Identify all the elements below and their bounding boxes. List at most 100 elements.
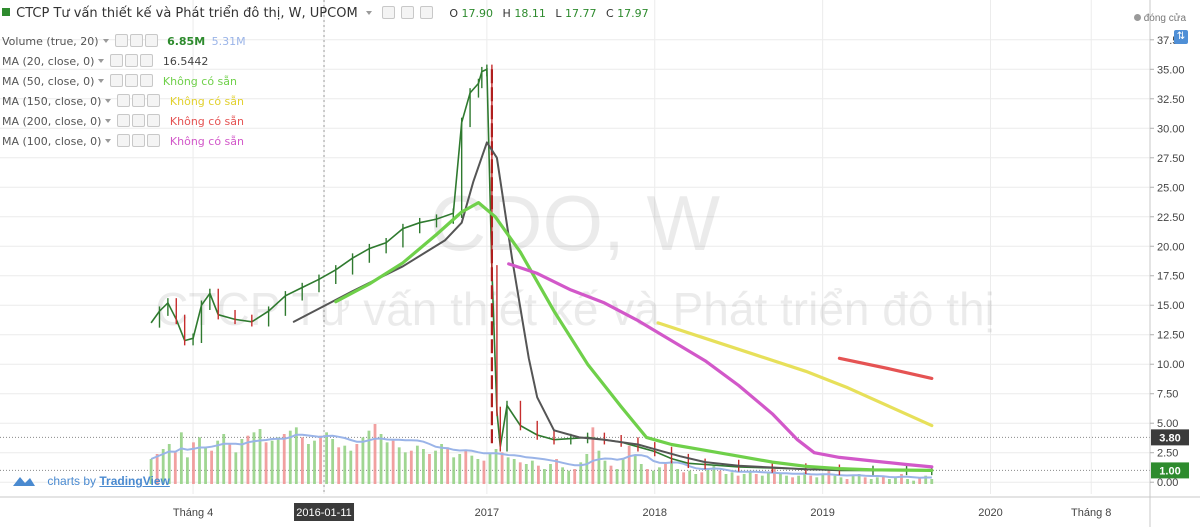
volume-bar [766,472,770,484]
settings-icon[interactable] [132,134,146,147]
volume-bar [198,437,201,484]
volume-bar [609,465,613,484]
ohlc-high-label: H [502,7,511,20]
volume-bar [658,467,661,484]
volume-bar [246,435,250,484]
settings-icon[interactable] [125,54,139,67]
price-marker-label: 1.00 [1159,465,1180,477]
chevron-down-icon[interactable] [98,79,105,83]
settings-icon[interactable] [132,114,146,127]
close-icon[interactable] [147,134,161,147]
legend-volume[interactable]: Volume (true, 20) 6.85M 5.31M [2,34,246,48]
settings-icon[interactable] [125,74,139,87]
price-marker-badge [1151,429,1189,446]
volume-bar [785,475,788,484]
legend-ma100[interactable]: MA (100, close, 0) Không có sẵn [2,134,244,148]
volume-bar [887,479,891,484]
ohlc-high-value: 18.11 [514,7,546,20]
eye-icon[interactable] [117,94,131,107]
symbol-title: CTCP Tư vấn thiết kế và Phát triển đô th… [16,6,358,21]
volume-bar [458,454,462,484]
volume-bar [476,459,480,484]
volume-bar [434,450,437,484]
legend-ma200[interactable]: MA (200, close, 0) Không có sẵn [2,114,244,128]
legend-ma150-name: MA (150, close, 0) [2,95,102,108]
settings-icon[interactable] [401,6,415,19]
volume-bar [288,430,292,484]
time-axis[interactable]: Tháng 4 2016-01-11 2017 2018 2019 2020 Tháng 8 [0,496,1200,521]
chevron-down-icon[interactable] [98,59,105,63]
volume-bar [361,437,365,484]
settings-icon[interactable] [132,94,146,107]
volume-bar [379,434,383,484]
chevron-down-icon[interactable] [102,39,109,43]
ohlc-low-label: L [555,7,562,20]
volume-bar [857,474,861,484]
volume-bar [839,477,843,484]
volume-bar [809,475,813,484]
volume-bar [833,475,837,484]
volume-bar [700,472,704,484]
tradingview-logo-icon [12,474,36,491]
chevron-down-icon[interactable] [105,99,112,103]
settings-icon[interactable] [129,34,143,47]
volume-bar [536,465,540,484]
eye-icon[interactable] [381,6,395,19]
tradingview-branding[interactable]: charts by TradingView [12,474,170,491]
chevron-down-icon[interactable] [105,139,112,143]
close-icon[interactable] [420,6,434,19]
y-tick-label: 17.50 [1157,271,1185,283]
volume-bar [585,454,589,484]
eye-icon[interactable] [117,114,131,127]
legend-ma20[interactable]: MA (20, close, 0) 16.5442 [2,54,208,68]
eye-icon[interactable] [110,74,124,87]
volume-bar [385,442,389,484]
volume-bar [597,450,601,484]
volume-bar [845,479,849,484]
ohlc-close-value: 17.97 [617,7,649,20]
close-icon[interactable] [147,114,161,127]
volume-bar [633,455,637,484]
close-icon[interactable] [140,74,154,87]
close-icon[interactable] [144,34,158,47]
volume-bar [621,459,625,484]
y-tick-label: 25.00 [1157,182,1185,194]
volume-bar [192,442,195,484]
price-markers: 3.80 1.00 [1151,429,1189,479]
volume-bar [615,469,619,484]
legend-ma20-name: MA (20, close, 0) [2,55,95,68]
volume-bar [791,477,794,484]
volume-bar [343,445,347,484]
y-tick-label: 12.50 [1157,330,1185,342]
volume-bar [161,449,165,484]
volume-bar [228,444,232,484]
volume-bar [422,449,425,484]
eye-icon[interactable] [110,54,124,67]
y-tick-label: 30.00 [1157,123,1185,135]
scale-sort-icon[interactable]: ⇅ [1174,30,1188,44]
price-marker-badge [1151,462,1189,479]
legend-ma150[interactable]: MA (150, close, 0) Không có sẵn [2,94,244,108]
chevron-down-icon[interactable] [365,11,372,15]
chevron-down-icon[interactable] [105,119,112,123]
volume-bar [349,450,353,484]
volume-bar [252,432,256,484]
volume-bar [319,435,322,484]
eye-icon[interactable] [114,34,128,47]
legend-ma50[interactable]: MA (50, close, 0) Không có sẵn [2,74,237,88]
close-icon[interactable] [147,94,161,107]
volume-bar [276,437,280,484]
volume-bar [428,454,431,484]
tradingview-link[interactable]: TradingView [99,474,170,488]
volume-bar [894,477,897,484]
y-tick-label: 32.50 [1157,94,1185,106]
price-axis[interactable]: 37.5035.0032.5030.0027.5025.0022.5020.00… [1149,0,1185,527]
eye-icon[interactable] [117,134,131,147]
close-icon[interactable] [140,54,154,67]
volume-bar [470,455,474,484]
volume-bar [294,427,298,484]
volume-bar [688,470,692,484]
volume-bar [773,469,776,484]
volume-bar [222,434,226,484]
